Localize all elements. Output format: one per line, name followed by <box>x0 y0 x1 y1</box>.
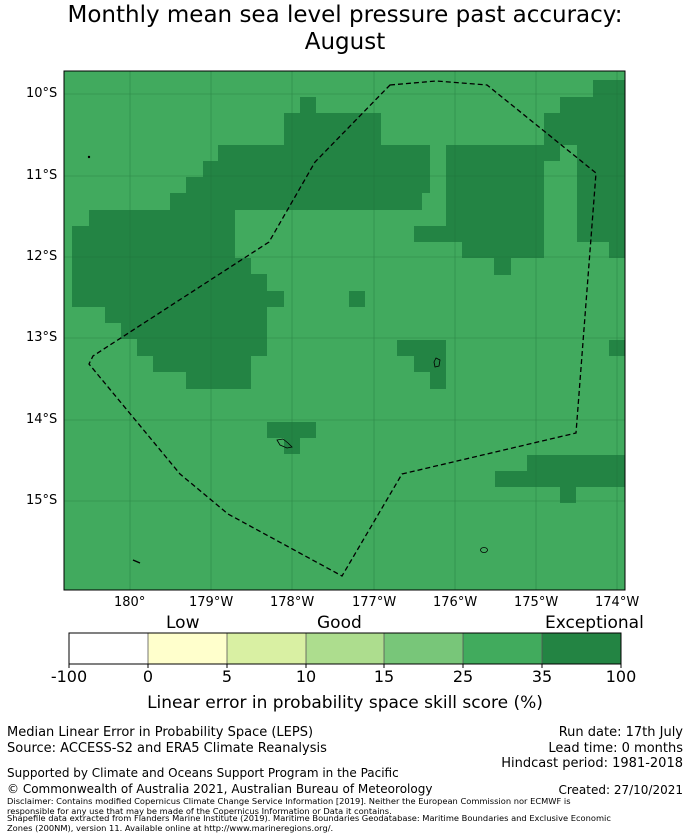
footer-run-date: Run date: 17th July <box>558 725 683 740</box>
chart-subtitle-month: August <box>304 29 386 55</box>
lat-label-13s: 13°S <box>26 330 58 345</box>
lon-label-177w: 177°W <box>352 595 397 610</box>
footer-created: Created: 27/10/2021 <box>558 783 683 797</box>
lat-label-14s: 14°S <box>26 412 58 427</box>
colorbar <box>68 632 622 668</box>
colorbar-tick: 15 <box>373 667 395 686</box>
eez-boundary <box>88 80 597 577</box>
footer-disclaimer-line: Disclaimer: Contains modified Copernicus… <box>7 796 571 806</box>
footer-disclaimer-line: Shapefile data extracted from Flanders M… <box>7 813 611 823</box>
category-low: Low <box>166 613 200 633</box>
chart-title: Monthly mean sea level pressure past acc… <box>67 2 623 28</box>
lon-label-180: 180° <box>114 595 146 610</box>
islands <box>87 155 488 564</box>
footer-support: Supported by Climate and Oceans Support … <box>7 766 399 780</box>
colorbar-tick: 35 <box>531 667 553 686</box>
footer-metric: Median Linear Error in Probability Space… <box>7 725 314 740</box>
lat-label-15s: 15°S <box>26 493 58 508</box>
map-frame <box>63 70 626 591</box>
lat-label-11s: 11°S <box>26 168 58 183</box>
footer-disclaimer-line: Zones (200NM), version 11. Available onl… <box>7 823 334 833</box>
footer-hindcast: Hindcast period: 1981-2018 <box>501 756 683 771</box>
colorbar-tick: 25 <box>452 667 474 686</box>
footer-copyright: © Commonwealth of Australia 2021, Austra… <box>7 782 433 796</box>
footer-disclaimer-line: responsible for any use that may be made… <box>7 806 392 816</box>
footer-lead-time: Lead time: 0 months <box>548 741 683 756</box>
colorbar-tick: 0 <box>142 667 154 686</box>
lat-label-10s: 10°S <box>26 86 58 101</box>
lat-label-12s: 12°S <box>26 249 58 264</box>
colorbar-tick: 5 <box>221 667 233 686</box>
high-skill-regions <box>72 80 625 503</box>
lon-label-178w: 178°W <box>270 595 315 610</box>
colorbar-tick: 100 <box>605 667 637 686</box>
lon-label-176w: 176°W <box>433 595 478 610</box>
lon-label-174w: 174°W <box>595 595 640 610</box>
map-gridlines <box>64 71 625 590</box>
lon-label-179w: 179°W <box>189 595 234 610</box>
footer-source: Source: ACCESS-S2 and ERA5 Climate Reana… <box>7 741 327 756</box>
category-good: Good <box>317 613 362 633</box>
colorbar-tick: 10 <box>295 667 317 686</box>
lon-label-175w: 175°W <box>514 595 559 610</box>
category-exceptional: Exceptional <box>545 613 644 633</box>
map-figure <box>63 70 626 668</box>
colorbar-tick: -100 <box>50 667 88 686</box>
colorbar-label: Linear error in probability space skill … <box>147 693 543 713</box>
